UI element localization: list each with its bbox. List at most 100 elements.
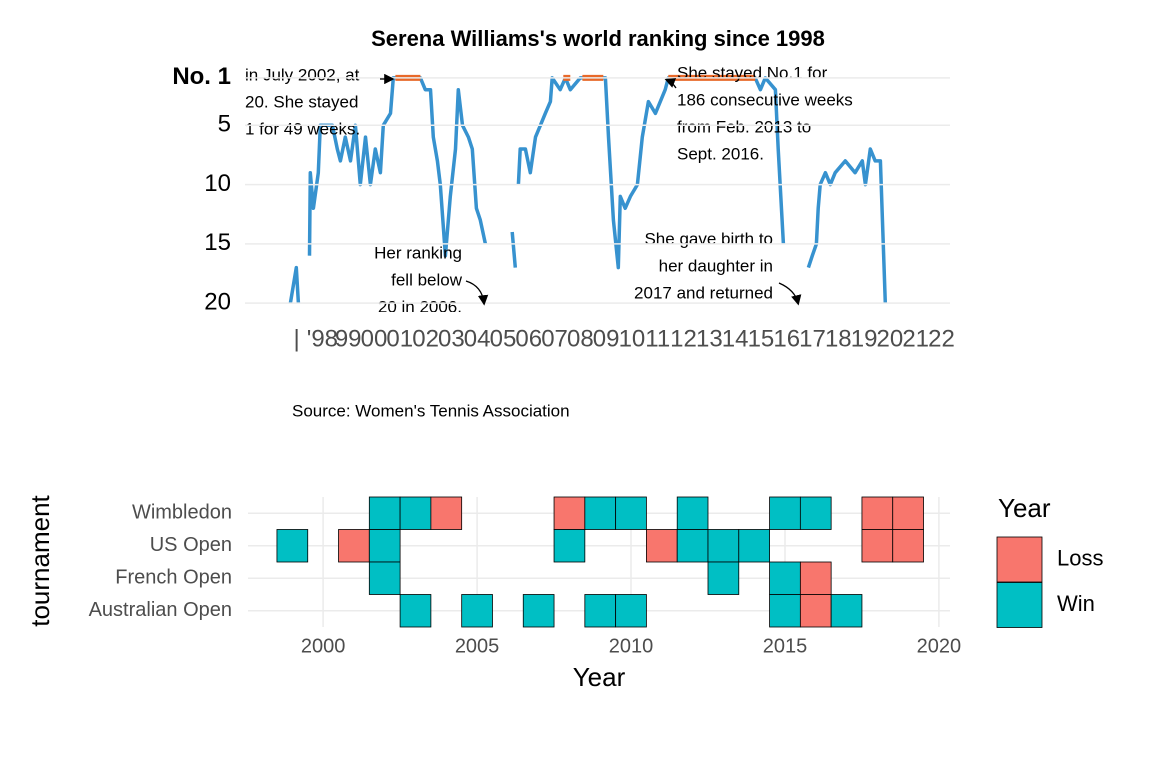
annotation: 1 for 49 weeks. bbox=[245, 119, 360, 138]
tile bbox=[769, 594, 801, 628]
tile bbox=[676, 529, 709, 563]
tile bbox=[799, 594, 832, 628]
x-tick-label: 22 bbox=[928, 325, 955, 352]
x-tick-label: 03 bbox=[438, 325, 465, 352]
tile bbox=[707, 561, 740, 595]
annotation: Sept. 2016. bbox=[677, 144, 764, 163]
tile bbox=[368, 529, 401, 563]
annotation-arrow bbox=[664, 78, 677, 89]
annotation: 186 consecutive weeks bbox=[677, 90, 853, 109]
tile bbox=[861, 529, 894, 563]
y-tick-label: 20 bbox=[204, 288, 231, 315]
x-tick-label: 16 bbox=[773, 325, 800, 352]
x-axis-title: Year bbox=[573, 662, 626, 692]
plot-area: in July 2002, at 20. She stayed 1 for 49 w… bbox=[245, 63, 888, 316]
tile bbox=[430, 496, 463, 530]
annotation: Her ranking bbox=[374, 243, 462, 262]
tile bbox=[553, 496, 586, 530]
tile bbox=[769, 496, 801, 530]
x-tick-label: 06 bbox=[515, 325, 542, 352]
y-tick-label: No. 1 bbox=[172, 63, 231, 90]
x-tick-label: 2020 bbox=[917, 635, 962, 657]
x-tick-label: 05 bbox=[490, 325, 517, 352]
y-tick-label: 15 bbox=[204, 229, 231, 256]
tile bbox=[830, 594, 863, 628]
x-tick-label: 18 bbox=[825, 325, 852, 352]
legend-label: Win bbox=[1057, 591, 1095, 616]
x-tick-label: | bbox=[293, 325, 299, 352]
tile bbox=[646, 529, 678, 563]
x-tick-label: 17 bbox=[799, 325, 826, 352]
tile bbox=[338, 529, 370, 563]
source: Source: Women's Tennis Association bbox=[292, 401, 570, 420]
tile bbox=[368, 496, 401, 530]
x-tick-label: 99 bbox=[335, 325, 362, 352]
tile bbox=[738, 529, 770, 563]
tile bbox=[461, 594, 493, 628]
x-tick-label: 19 bbox=[851, 325, 878, 352]
tile bbox=[522, 594, 555, 628]
annotation-arrow bbox=[778, 282, 802, 306]
x-tick-label: 12 bbox=[670, 325, 697, 352]
legend-title: Year bbox=[998, 493, 1051, 523]
tile bbox=[276, 529, 309, 563]
y-tick-label: Wimbledon bbox=[132, 502, 232, 524]
tile bbox=[368, 561, 401, 595]
x-tick-label: 2015 bbox=[763, 635, 808, 657]
x-tick-label: 11 bbox=[645, 325, 670, 352]
x-tick-label: 10 bbox=[619, 325, 646, 352]
x-tick-label: 00 bbox=[361, 325, 388, 352]
x-tick-label: 21 bbox=[902, 325, 929, 352]
legend-key bbox=[996, 536, 1043, 583]
ranking-line bbox=[288, 76, 888, 304]
x-tick-label: 09 bbox=[593, 325, 620, 352]
x-tick-label: 04 bbox=[464, 325, 491, 352]
legend-label: Loss bbox=[1057, 545, 1103, 570]
y-tick-label: French Open bbox=[115, 567, 232, 589]
tile bbox=[861, 496, 894, 530]
tile bbox=[399, 594, 432, 628]
tile bbox=[615, 496, 647, 530]
annotation: from Feb. 2013 to bbox=[677, 117, 811, 136]
y-tick-label: 10 bbox=[204, 170, 231, 197]
annotation: in July 2002, at bbox=[245, 65, 360, 84]
annotation: She gave birth to bbox=[644, 229, 773, 248]
chart-title: Serena Williams's world ranking since 19… bbox=[371, 26, 825, 51]
tile bbox=[584, 594, 617, 628]
tile bbox=[799, 561, 832, 595]
annotation: fell below bbox=[391, 270, 463, 289]
y-axis-title: tournament bbox=[25, 494, 55, 626]
x-tick-label: 2005 bbox=[455, 635, 500, 657]
tile bbox=[799, 496, 832, 530]
tile bbox=[553, 529, 586, 563]
x-tick-label: 01 bbox=[386, 325, 413, 352]
annotation: 2017 and returned bbox=[634, 283, 773, 302]
x-tick-label: '98 bbox=[307, 325, 338, 352]
x-tick-label: 02 bbox=[412, 325, 439, 352]
annotation: her daughter in bbox=[659, 256, 773, 275]
x-tick-label: 14 bbox=[722, 325, 749, 352]
x-tick-label: 08 bbox=[567, 325, 594, 352]
x-tick-label: 13 bbox=[696, 325, 723, 352]
y-tick-label: Australian Open bbox=[89, 599, 232, 621]
tile bbox=[892, 496, 924, 530]
annotation: She stayed No.1 for bbox=[677, 63, 828, 82]
annotation: 20. She stayed bbox=[245, 92, 358, 111]
tile bbox=[769, 561, 801, 595]
tile bbox=[676, 496, 709, 530]
tile bbox=[584, 496, 617, 530]
x-tick-label: 2000 bbox=[301, 635, 346, 657]
tile bbox=[707, 529, 740, 563]
annotation-arrow bbox=[465, 280, 489, 306]
x-tick-label: 07 bbox=[541, 325, 568, 352]
x-tick-label: 2010 bbox=[609, 635, 654, 657]
annotation: 20 in 2006. bbox=[378, 297, 462, 316]
x-tick-label: 20 bbox=[877, 325, 904, 352]
tile bbox=[399, 496, 432, 530]
y-tick-label: 5 bbox=[218, 111, 231, 138]
tile bbox=[892, 529, 924, 563]
y-tick-label: US Open bbox=[150, 534, 232, 556]
tile bbox=[615, 594, 647, 628]
